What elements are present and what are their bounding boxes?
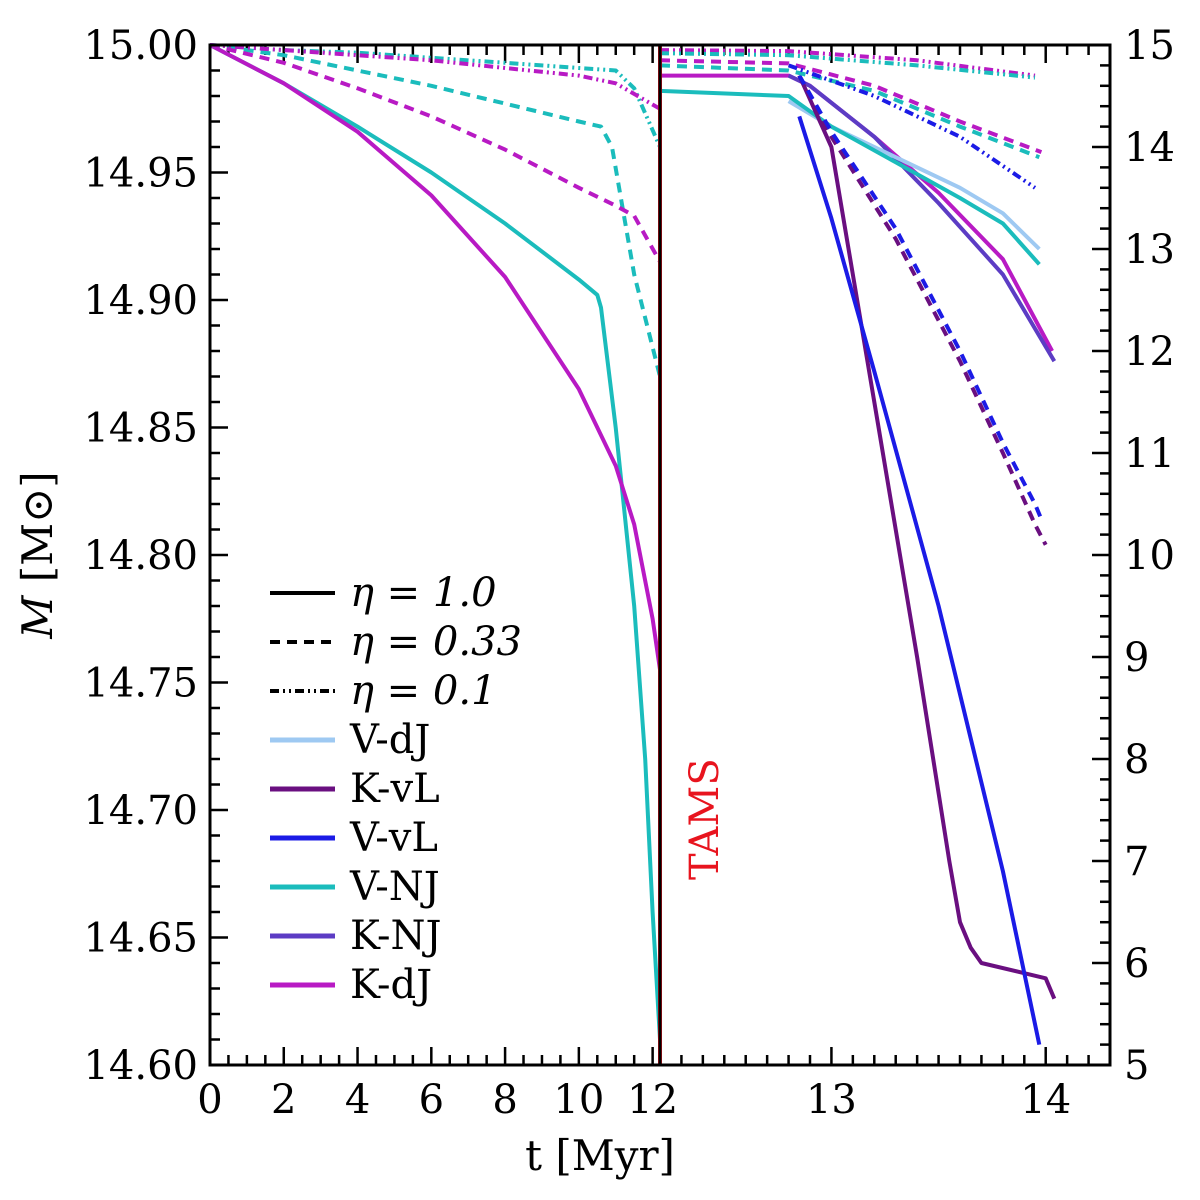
- y-tick-label-right: 15: [1124, 23, 1175, 69]
- x-tick-label: 4: [345, 1077, 370, 1123]
- x-tick-label: 14: [1020, 1077, 1071, 1123]
- y-axis-unit: [M⊙]: [13, 471, 62, 582]
- y-axis-title: M [M⊙]: [13, 471, 62, 639]
- x-tick-label: 10: [553, 1077, 604, 1123]
- y-tick-label-left: 14.85: [83, 406, 198, 452]
- x-tick-label: 6: [419, 1077, 444, 1123]
- tams-label: TAMS: [682, 758, 728, 880]
- y-tick-label-right: 9: [1124, 635, 1149, 681]
- series-line-k-vl-eta-1-panel-1: [797, 74, 1057, 1000]
- y-tick-label-left: 14.95: [83, 151, 198, 197]
- y-tick-label-right: 10: [1124, 533, 1175, 579]
- y-tick-label-right: 12: [1124, 329, 1175, 375]
- series-line-v-nj-eta-1-panel-0: [209, 43, 662, 1040]
- y-tick-label-left: 14.60: [83, 1043, 198, 1089]
- x-tick-label: 0: [197, 1077, 222, 1123]
- series-line-k-nj-eta-1-panel-1: [787, 73, 1057, 363]
- y-tick-label-left: 14.65: [83, 916, 198, 962]
- series-line-k-dj-eta-1-panel-0: [209, 43, 662, 670]
- legend-label-v-dj: V-dJ: [349, 717, 430, 763]
- series-line-k-dj-eta-033-panel-1: [659, 58, 1043, 154]
- legend-label-v-nj: V-NJ: [349, 864, 440, 910]
- y-tick-label-left: 14.75: [83, 661, 198, 707]
- y-tick-label-left: 14.90: [83, 278, 198, 324]
- series-line-v-vl-eta-1-panel-1: [797, 115, 1042, 1046]
- plot-frames: [208, 43, 1112, 1067]
- legend-label-eta: η = 0.1: [350, 668, 497, 714]
- series-line-k-dj-eta-01-panel-1: [659, 48, 1036, 78]
- legend-label-eta: η = 0.33: [350, 619, 522, 665]
- legend-label-eta: η = 1.0: [350, 570, 497, 616]
- y-tick-label-right: 13: [1124, 227, 1175, 273]
- y-tick-label-right: 8: [1124, 737, 1149, 783]
- y-tick-label-right: 7: [1124, 839, 1149, 885]
- y-tick-label-left: 14.80: [83, 533, 198, 579]
- series-line-v-nj-eta-033-panel-1: [659, 63, 1041, 160]
- y-tick-label-right: 14: [1124, 125, 1175, 171]
- axis-ticks: [208, 43, 1112, 1067]
- legend-label-k-nj: K-NJ: [350, 913, 442, 959]
- series-line-k-dj-eta-033-panel-0: [209, 43, 662, 263]
- y-tick-label-left: 15.00: [83, 23, 198, 69]
- legend: η = 1.0η = 0.33η = 0.1V-dJK-vLV-vLV-NJK-…: [270, 570, 522, 1008]
- panel-frame-right: [658, 43, 1112, 1067]
- y-tick-label-right: 11: [1124, 431, 1175, 477]
- x-tick-label: 13: [806, 1077, 857, 1123]
- series-line-v-vl-eta-01-panel-1: [787, 63, 1037, 190]
- series-line-v-nj-eta-033-panel-0: [209, 43, 662, 377]
- y-tick-label-left: 14.70: [83, 788, 198, 834]
- series-line-v-nj-eta-1-panel-1: [659, 88, 1041, 266]
- legend-label-k-dj: K-dJ: [350, 962, 432, 1008]
- legend-label-v-vl: V-vL: [349, 815, 438, 861]
- tick-labels: 0 2 4 6 8 10 12 14.60 14.65 14.70 14.75 14.80 14.85 1…: [83, 23, 1174, 1123]
- series-lines: [209, 43, 1057, 1046]
- series-line-v-nj-eta-01-panel-0: [209, 43, 662, 148]
- y-axis-symbol: M: [13, 595, 62, 640]
- series-line-v-nj-eta-01-panel-1: [659, 51, 1036, 80]
- x-tick-label: 2: [271, 1077, 296, 1123]
- legend-label-k-vl: K-vL: [350, 766, 440, 812]
- x-tick-label: 12: [627, 1077, 678, 1123]
- series-line-k-dj-eta-01-panel-0: [209, 43, 661, 111]
- x-tick-label: 8: [492, 1077, 517, 1123]
- y-tick-label-right: 6: [1124, 941, 1149, 987]
- y-tick-label-right: 5: [1124, 1043, 1149, 1089]
- x-axis-title: t [Myr]: [525, 1131, 675, 1180]
- series-line-k-vl-eta-033-panel-1: [797, 74, 1048, 546]
